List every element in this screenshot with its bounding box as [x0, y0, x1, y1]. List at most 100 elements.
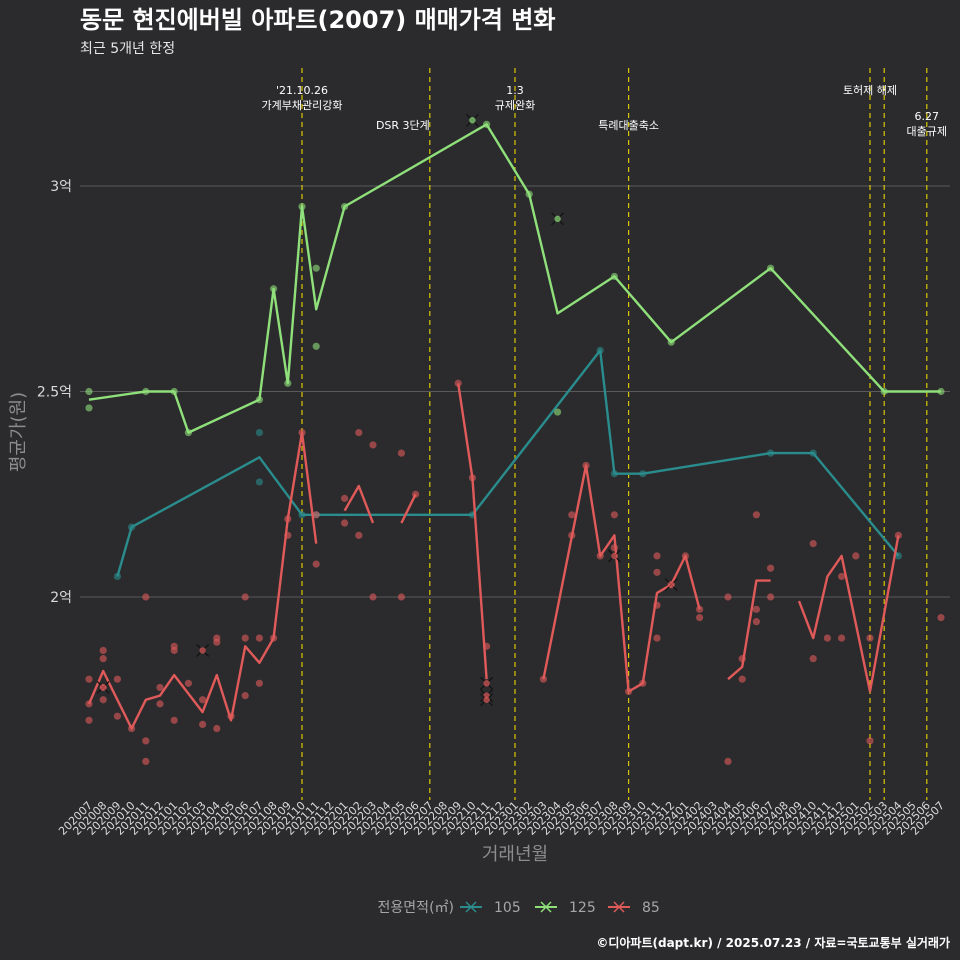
data-point: [142, 757, 150, 766]
series-line: [116, 349, 900, 577]
data-point: [767, 564, 775, 572]
series-line: [400, 493, 417, 524]
data-point: [809, 655, 817, 663]
data-point: [255, 478, 263, 486]
gridlines: [80, 185, 950, 598]
data-point: [767, 593, 775, 601]
data-point: [113, 712, 121, 720]
data-point: [610, 511, 619, 519]
data-point: [696, 613, 704, 622]
event-label: 토허제 해제: [843, 83, 897, 97]
data-point: [852, 552, 860, 560]
data-point: [142, 593, 150, 601]
legend-label: 105: [494, 900, 521, 916]
data-point: [838, 634, 846, 642]
policy-event-lines: [301, 68, 928, 800]
data-point: [653, 634, 661, 642]
event-label: '21.10.26: [276, 84, 328, 97]
data-point: [454, 379, 462, 387]
data-point: [241, 634, 249, 642]
data-point: [99, 696, 107, 704]
data-point: [85, 675, 93, 683]
series-line: [87, 431, 318, 730]
legend-item-105: 105: [460, 900, 521, 916]
y-axis-ticks: 2억 2.5억 3억: [37, 179, 72, 606]
data-point: [85, 404, 93, 412]
chart-title: 동문 현진에버빌 아파트(2007) 매매가격 변화: [80, 6, 555, 34]
data-point: [255, 679, 263, 687]
event-label: 규제완화: [495, 99, 535, 112]
cancelled-deal-mark: [465, 113, 479, 127]
legend-cross: [465, 901, 477, 913]
data-point: [568, 511, 576, 519]
y-tick-label: 2억: [50, 590, 72, 606]
caption: ©디아파트(dapt.kr) / 2025.07.23 / 자료=국토교통부 실…: [596, 935, 950, 950]
cancelled-deal-mark: [480, 693, 494, 707]
data-point: [823, 634, 832, 642]
data-point: [809, 539, 817, 548]
data-point: [894, 531, 903, 539]
chart-subtitle: 최근 5개년 한정: [80, 41, 175, 57]
legend-item-125: 125: [535, 900, 596, 916]
data-point: [113, 675, 121, 683]
data-point: [85, 716, 93, 724]
data-point: [213, 724, 221, 733]
legend-cross: [540, 901, 552, 913]
data-point: [355, 429, 363, 437]
data-point: [539, 675, 548, 683]
data-point: [156, 700, 164, 708]
series-85: [85, 379, 945, 766]
legend-item-85: 85: [608, 900, 660, 916]
data-point: [199, 720, 207, 729]
data-point: [341, 519, 349, 527]
cancelled-deal-mark: [96, 680, 110, 694]
data-point: [866, 634, 874, 642]
event-label: 대출규제: [907, 125, 947, 138]
data-point: [397, 449, 405, 457]
y-tick-label: 3억: [50, 179, 72, 195]
cancelled-deal-mark: [607, 549, 621, 563]
data-point: [312, 342, 320, 350]
data-point: [653, 552, 661, 560]
data-point: [170, 646, 178, 655]
series-line: [542, 464, 701, 693]
series-line: [727, 579, 771, 681]
data-point: [85, 387, 93, 396]
data-point: [312, 511, 320, 519]
event-label: 1.3: [506, 84, 524, 97]
data-point: [554, 408, 562, 416]
data-point: [752, 511, 761, 519]
event-label: 6.27: [915, 110, 940, 123]
cancelled-deal-mark: [196, 644, 210, 657]
data-point: [355, 531, 363, 539]
series-105: [113, 346, 903, 581]
data-point: [724, 593, 732, 601]
y-axis-label: 평균가(원): [8, 392, 29, 472]
x-axis-label: 거래년월: [482, 844, 548, 865]
data-point: [724, 757, 732, 766]
data-point: [312, 264, 320, 272]
event-label: 가계부채관리강화: [262, 99, 343, 112]
cancelled-deal-mark: [664, 578, 678, 592]
data-point: [312, 560, 320, 568]
data-point: [213, 638, 221, 646]
series-125: [85, 113, 945, 437]
series-layer: [85, 113, 945, 766]
series-line: [343, 484, 375, 524]
data-point: [937, 613, 945, 622]
data-point: [653, 568, 661, 576]
data-point: [241, 593, 249, 601]
data-point: [397, 593, 405, 601]
cancelled-deal-mark: [480, 676, 494, 690]
data-point: [752, 618, 761, 626]
legend-title: 전용면적(㎡): [378, 900, 454, 916]
legend-label: 125: [569, 900, 596, 916]
data-point: [738, 675, 746, 683]
data-point: [99, 655, 107, 663]
data-point: [369, 593, 377, 601]
legend-cross: [613, 901, 625, 913]
data-point: [156, 683, 164, 692]
data-point: [199, 696, 207, 704]
